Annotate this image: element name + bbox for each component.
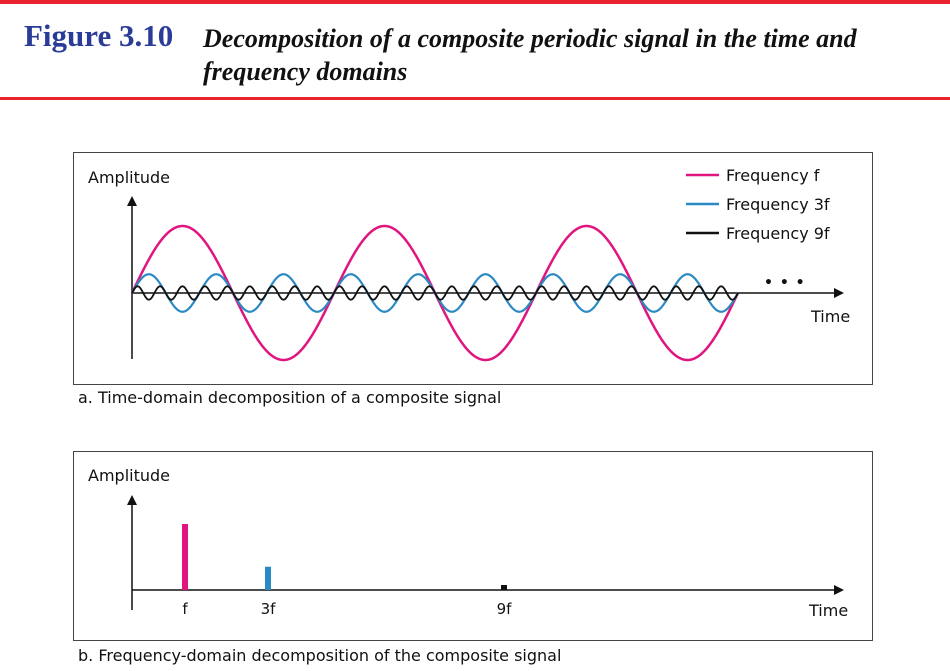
freq-x-axis-label: Time [808, 601, 848, 620]
figure-title: Decomposition of a composite periodic si… [203, 24, 857, 86]
time-y-axis-label: Amplitude [88, 168, 170, 187]
legend-label-f: Frequency f [726, 166, 820, 185]
legend: Frequency f Frequency 3f Frequency 9f [686, 166, 830, 243]
time-domain-caption: a. Time-domain decomposition of a compos… [78, 388, 502, 407]
spectrum-bar-f [182, 524, 188, 590]
freq-y-axis-label: Amplitude [88, 466, 170, 485]
time-x-axis-label: Time [810, 307, 850, 326]
wave-frequency-9f [131, 285, 739, 301]
legend-label-9f: Frequency 9f [726, 224, 830, 243]
frequency-domain-caption: b. Frequency-domain decomposition of the… [78, 646, 562, 665]
tick-label-9f: 9f [497, 600, 513, 618]
frequency-domain-plot: Amplitude Time f 3f 9f [88, 466, 848, 620]
spectrum-bar-9f [501, 585, 507, 590]
figure-label: Figure 3.10 [24, 18, 174, 53]
spectrum-bar-3f [265, 566, 271, 590]
frequency-domain-panel: Amplitude Time f 3f 9f [73, 451, 873, 641]
tick-label-f: f [182, 600, 188, 618]
continuation-dots: • • • [764, 275, 806, 291]
top-rule [0, 0, 950, 4]
time-domain-panel: Amplitude Time • • • Frequency f Frequen… [73, 152, 873, 385]
tick-label-3f: 3f [261, 600, 277, 618]
time-domain-plot: Amplitude Time • • • Frequency f Frequen… [88, 166, 850, 362]
header-rule [0, 97, 950, 100]
legend-label-3f: Frequency 3f [726, 195, 830, 214]
